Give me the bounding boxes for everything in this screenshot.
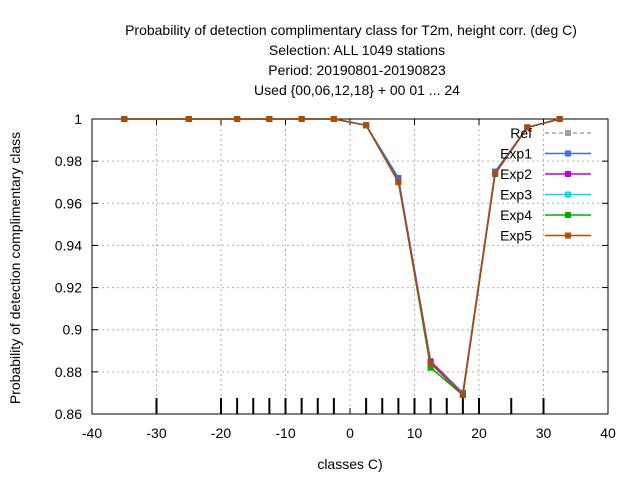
title-line-2: Selection: ALL 1049 stations xyxy=(269,42,445,58)
y-tick-label-7: 1 xyxy=(74,111,82,127)
line-exp2 xyxy=(124,118,560,395)
grid xyxy=(92,119,608,414)
y-tick-label-4: 0.94 xyxy=(55,237,82,253)
legend-marker-exp1 xyxy=(565,150,571,157)
title-line-3: Period: 20190801-20190823 xyxy=(268,62,446,78)
legend-marker-exp5 xyxy=(565,232,571,239)
point-exp5-1 xyxy=(185,116,192,122)
legend-marker-exp4 xyxy=(565,212,571,218)
point-exp5-12 xyxy=(556,116,563,122)
point-exp5-6 xyxy=(363,122,370,129)
y-tick-label-1: 0.88 xyxy=(55,364,82,380)
title-line-4: Used {00,06,12,18} + 00 01 ... 24 xyxy=(254,82,460,98)
line-exp4 xyxy=(124,118,560,397)
point-exp5-8 xyxy=(427,360,434,367)
legend-label-exp3: Exp3 xyxy=(500,187,532,203)
y-tick-label-3: 0.92 xyxy=(55,280,82,296)
legend-marker-exp3 xyxy=(565,191,571,198)
line-exp3 xyxy=(124,118,560,397)
y-axis-label: Probability of detection complimentary c… xyxy=(7,132,23,404)
series-layer xyxy=(121,116,563,399)
point-exp5-4 xyxy=(298,116,305,122)
point-exp5-10 xyxy=(492,170,499,177)
legend-label-exp5: Exp5 xyxy=(500,228,532,244)
x-axis-label: classes C) xyxy=(317,456,382,472)
line-ref xyxy=(124,118,560,395)
x-tick-label-6: 20 xyxy=(471,425,487,441)
point-exp5-5 xyxy=(330,116,337,122)
point-exp4-8 xyxy=(427,364,434,371)
legend-label-ref: Ref xyxy=(510,125,532,141)
x-tick-label-2: -20 xyxy=(211,425,231,441)
point-exp5-11 xyxy=(524,124,531,131)
point-exp5-7 xyxy=(395,179,402,186)
point-exp1-7 xyxy=(395,175,402,181)
point-exp5-3 xyxy=(266,116,273,122)
legend: Ref Exp1 Exp2 Exp3 Exp4 Exp5 xyxy=(500,125,591,244)
legend-label-exp2: Exp2 xyxy=(500,166,532,182)
x-tick-label-0: -40 xyxy=(82,425,102,441)
class-marks xyxy=(155,398,545,414)
x-tick-label-3: -10 xyxy=(275,425,295,441)
legend-marker-ref xyxy=(565,130,571,136)
x-tick-label-7: 30 xyxy=(536,425,552,441)
series-ref xyxy=(121,116,563,396)
legend-label-exp4: Exp4 xyxy=(500,207,532,223)
legend-label-exp1: Exp1 xyxy=(500,146,532,162)
line-exp5 xyxy=(124,118,560,397)
x-tick-label-4: 0 xyxy=(346,425,354,441)
chart-title: Probability of detection complimentary c… xyxy=(125,22,577,98)
series-exp2 xyxy=(121,116,563,396)
x-tick-label-8: 40 xyxy=(600,425,616,441)
y-tick-label-0: 0.86 xyxy=(55,406,82,422)
series-exp1 xyxy=(121,116,563,396)
series-exp3 xyxy=(121,116,563,399)
point-exp5-9 xyxy=(459,392,466,399)
title-line-1: Probability of detection complimentary c… xyxy=(125,22,577,38)
y-tick-label-2: 0.9 xyxy=(63,322,83,338)
axes: -40 -30 -20 -10 0 10 20 30 40 0.86 0.88 0.9 0.92 0.94… xyxy=(55,111,616,441)
y-tick-label-5: 0.96 xyxy=(55,195,82,211)
legend-marker-exp2 xyxy=(565,171,571,177)
series-exp4 xyxy=(121,116,563,399)
x-tick-label-5: 10 xyxy=(407,425,423,441)
y-tick-label-6: 0.98 xyxy=(55,153,82,169)
series-exp5 xyxy=(121,116,563,399)
point-exp5-2 xyxy=(234,116,241,122)
point-exp5-0 xyxy=(121,116,128,122)
line-exp1 xyxy=(124,118,560,395)
x-tick-label-1: -30 xyxy=(146,425,166,441)
